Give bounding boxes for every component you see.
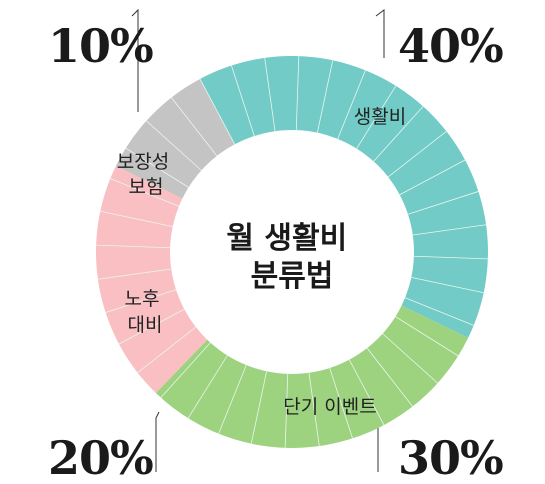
callout-line-10 — [131, 8, 139, 112]
slice-label-insurance: 보장성 보험 — [117, 151, 176, 198]
slice-divider — [100, 210, 173, 228]
slice-divider — [337, 70, 366, 140]
slice-divider — [218, 364, 247, 434]
slice-divider — [387, 131, 447, 178]
slice-divider — [366, 347, 413, 407]
callout-line-40 — [375, 9, 385, 58]
slice-label-retirement: 노후 대비 — [124, 288, 165, 336]
value-label-20: 20% — [48, 431, 153, 484]
slice-divider — [96, 244, 171, 249]
slice-divider — [399, 159, 466, 196]
slice-divider — [264, 57, 276, 132]
slice-living — [199, 56, 488, 338]
slice-divider — [413, 255, 488, 260]
slice-divider — [125, 147, 189, 188]
slice-divider — [187, 355, 228, 419]
slice-divider — [110, 178, 180, 207]
slice-insurance — [115, 78, 235, 199]
slice-divider — [316, 60, 334, 133]
slice-divider — [199, 78, 236, 145]
slice-divider — [231, 65, 255, 137]
slice-divider — [146, 120, 202, 171]
slice-dividers — [96, 56, 488, 448]
slice-divider — [356, 85, 397, 149]
slice-retirement — [95, 166, 208, 393]
slice-divider — [382, 333, 438, 384]
slice-divider — [160, 342, 211, 398]
slice-divider — [118, 308, 185, 345]
callout-line-20 — [155, 411, 160, 472]
slice-divider — [308, 372, 320, 447]
slice-divider — [412, 224, 487, 236]
slice-divider — [105, 289, 177, 313]
chart-title: 월 생활비 분류법 — [226, 221, 357, 294]
donut-slices — [95, 56, 488, 448]
slice-divider — [395, 316, 459, 357]
slice-label-living: 생활비 — [354, 106, 406, 128]
slice-divider — [137, 326, 197, 373]
value-label-40: 40% — [398, 19, 503, 73]
slice-divider — [284, 373, 289, 448]
slice-divider — [404, 297, 474, 326]
slice-label-short-term-event: 단기 이벤트 — [283, 396, 376, 418]
slice-divider — [250, 371, 268, 444]
slice-divider — [171, 97, 218, 157]
slice-divider — [348, 359, 385, 426]
value-label-10: 10% — [48, 19, 153, 73]
slice-divider — [411, 276, 484, 294]
slice-divider — [329, 367, 353, 439]
slice-divider — [97, 268, 172, 280]
slice-divider — [407, 191, 479, 215]
value-label-30: 30% — [398, 431, 503, 484]
slice-divider — [295, 56, 300, 131]
slice-short-term-event — [155, 305, 469, 448]
slice-divider — [373, 106, 424, 162]
